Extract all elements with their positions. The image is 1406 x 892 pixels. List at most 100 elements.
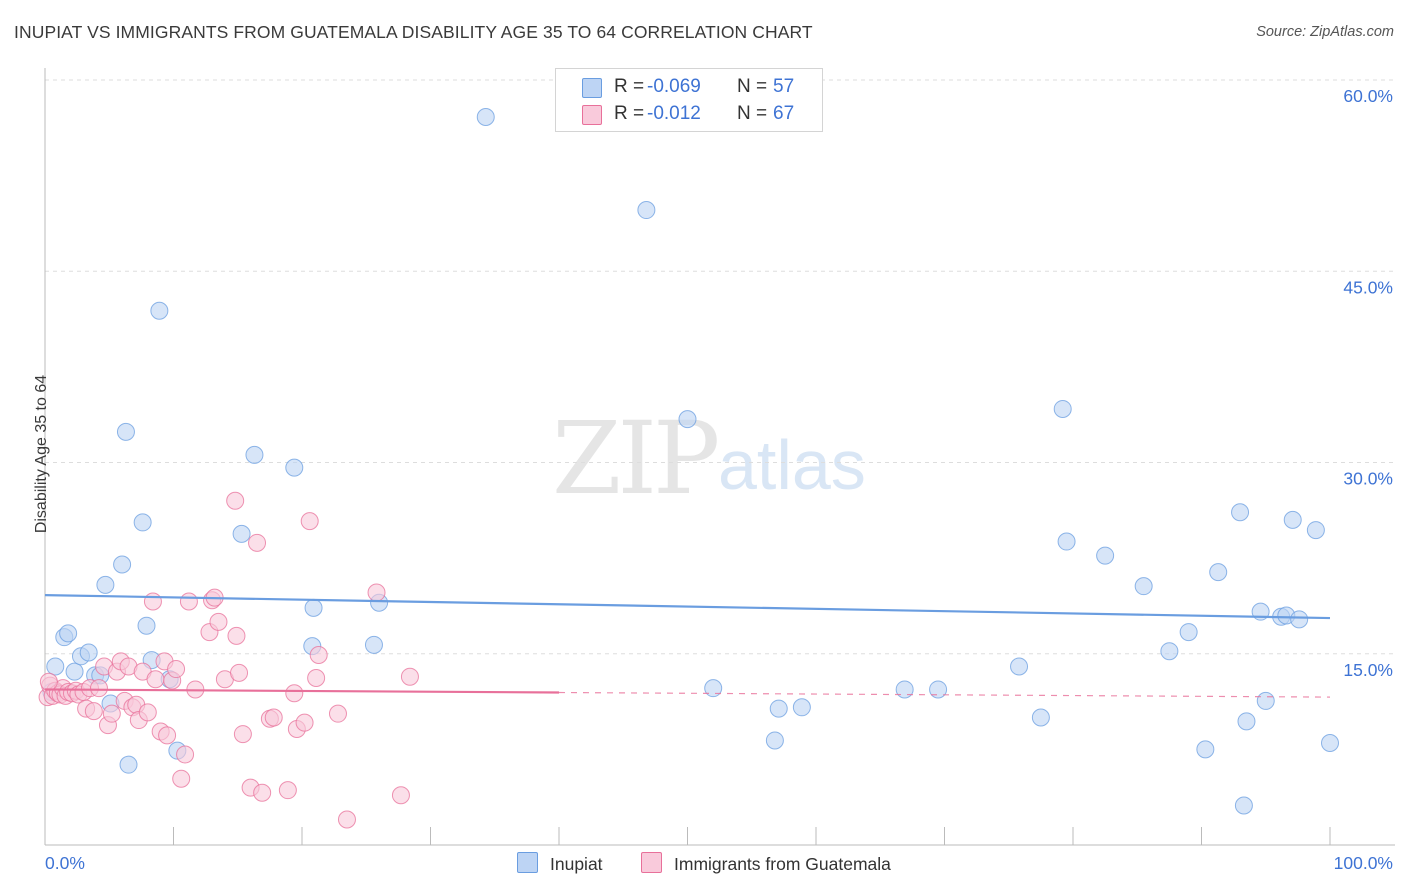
guatemala-point [248, 533, 267, 552]
n-value: 67 [773, 103, 795, 124]
guatemala-point [337, 810, 356, 829]
legend-label: Immigrants from Guatemala [674, 854, 891, 874]
inupiat-point [929, 680, 948, 699]
guatemala-point [285, 684, 304, 703]
guatemala-point [233, 725, 252, 744]
inupiat-point [1237, 712, 1256, 731]
guatemala-legend-swatch [641, 852, 662, 873]
guatemala-point [253, 783, 272, 802]
guatemala-point [138, 703, 157, 722]
guatemala-point [209, 612, 228, 631]
inupiat-point [1231, 503, 1250, 522]
source-label: Source: ZipAtlas.com [1256, 24, 1394, 40]
guatemala-swatch [582, 105, 602, 125]
inupiat-point [678, 410, 697, 429]
inupiat-point [1306, 521, 1325, 540]
inupiat-point [1234, 796, 1253, 815]
guatemala-point [146, 670, 165, 689]
inupiat-point [1290, 610, 1309, 629]
inupiat-point [792, 698, 811, 717]
inupiat-point [1134, 577, 1153, 596]
inupiat-point [113, 555, 132, 574]
guatemala-point [158, 726, 177, 745]
r-label: R = [614, 103, 645, 124]
inupiat-point [285, 458, 304, 477]
guatemala-point [179, 592, 198, 611]
guatemala-point [295, 713, 314, 732]
inupiat-point [1209, 563, 1228, 582]
r-value: -0.069 [647, 76, 701, 97]
y-tick-label: 60.0% [1343, 86, 1393, 106]
y-tick-label: 15.0% [1343, 660, 1393, 680]
guatemala-point [307, 668, 326, 687]
guatemala-point [230, 663, 249, 682]
inupiat-point [59, 624, 78, 643]
guatemala-point [172, 769, 191, 788]
watermark-atlas: atlas [718, 426, 866, 504]
guatemala-point [300, 512, 319, 531]
legend-item-inupiat[interactable]: Inupiat [517, 852, 603, 876]
inupiat-point [150, 301, 169, 320]
r-value: -0.012 [647, 103, 701, 124]
inupiat-point [637, 201, 656, 220]
inupiat-point [232, 524, 251, 543]
inupiat-point [704, 679, 723, 698]
guatemala-point [89, 679, 108, 698]
inupiat-point [1321, 734, 1339, 752]
inupiat-point [769, 699, 788, 718]
inupiat-point [895, 680, 914, 699]
guatemala-point [278, 781, 297, 800]
guatemala-point [367, 583, 386, 602]
inupiat-point [364, 635, 383, 654]
inupiat-swatch [582, 78, 602, 98]
guatemala-trend-line-dashed [558, 691, 1331, 698]
guatemala-point [226, 491, 245, 510]
guatemala-point [143, 592, 162, 611]
inupiat-point [116, 422, 135, 441]
inupiat-point [96, 575, 115, 594]
guatemala-point [167, 660, 186, 679]
guatemala-point [176, 745, 195, 764]
y-axis-label: Disability Age 35 to 64 [33, 374, 50, 534]
inupiat-point [1010, 657, 1029, 676]
inupiat-legend-swatch [517, 852, 538, 873]
inupiat-point [79, 643, 98, 662]
inupiat-point [1057, 532, 1076, 551]
guatemala-point [264, 708, 283, 727]
chart-title: INUPIAT VS IMMIGRANTS FROM GUATEMALA DIS… [14, 22, 813, 42]
inupiat-point [476, 107, 495, 126]
guatemala-point [39, 672, 58, 691]
inupiat-point [133, 513, 152, 532]
inupiat-trend-line [44, 594, 1331, 620]
y-tick-label: 30.0% [1343, 469, 1393, 489]
n-label: N = [737, 103, 768, 124]
guatemala-point [400, 667, 419, 686]
guatemala-point [227, 626, 246, 645]
stats-legend: R = -0.069 N = 57 R = -0.012 N = 67 [555, 68, 823, 132]
inupiat-point [765, 731, 784, 750]
inupiat-point [1096, 546, 1115, 565]
guatemala-point [84, 702, 103, 721]
guatemala-trend-line [44, 688, 560, 694]
inupiat-point [1160, 642, 1179, 661]
guatemala-point [391, 786, 410, 805]
guatemala-point [102, 704, 121, 723]
inupiat-point [245, 445, 264, 464]
n-value: 57 [773, 76, 795, 97]
n-label: N = [737, 76, 768, 97]
inupiat-point [304, 598, 323, 617]
legend-label: Inupiat [550, 854, 603, 874]
inupiat-point [1196, 740, 1215, 759]
legend-item-guatemala[interactable]: Immigrants from Guatemala [641, 852, 891, 876]
inupiat-point [1053, 399, 1072, 418]
inupiat-point [1283, 510, 1302, 529]
guatemala-point [328, 704, 347, 723]
r-label: R = [614, 76, 645, 97]
inupiat-point [46, 657, 65, 676]
y-tick-label: 45.0% [1343, 277, 1393, 297]
inupiat-point [1031, 708, 1050, 727]
inupiat-point [1256, 691, 1275, 710]
x-tick-label: 0.0% [45, 853, 85, 873]
inupiat-point [65, 662, 84, 681]
